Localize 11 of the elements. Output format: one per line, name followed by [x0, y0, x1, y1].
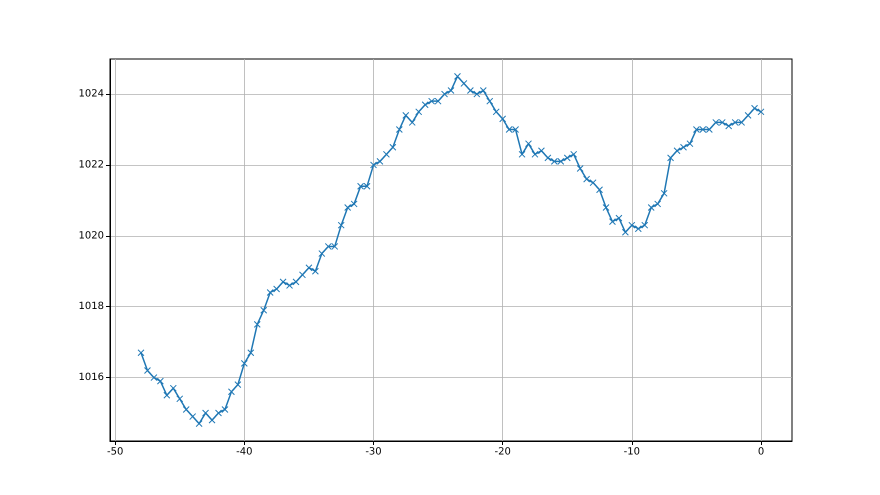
y-tick-label: 1018: [78, 301, 104, 312]
x-tick-label: -40: [236, 446, 253, 458]
x-tick-label: -10: [624, 446, 640, 458]
y-tick-label: 1020: [78, 230, 104, 242]
y-tick-label: 1022: [78, 159, 104, 170]
y-tick-label: 1024: [78, 88, 104, 100]
x-tick-label: 0: [758, 446, 764, 458]
x-tick-label: -20: [494, 446, 511, 458]
x-tick-label: -50: [106, 446, 124, 458]
y-tick-label: 1016: [78, 372, 104, 384]
x-tick-label: -30: [365, 446, 382, 458]
